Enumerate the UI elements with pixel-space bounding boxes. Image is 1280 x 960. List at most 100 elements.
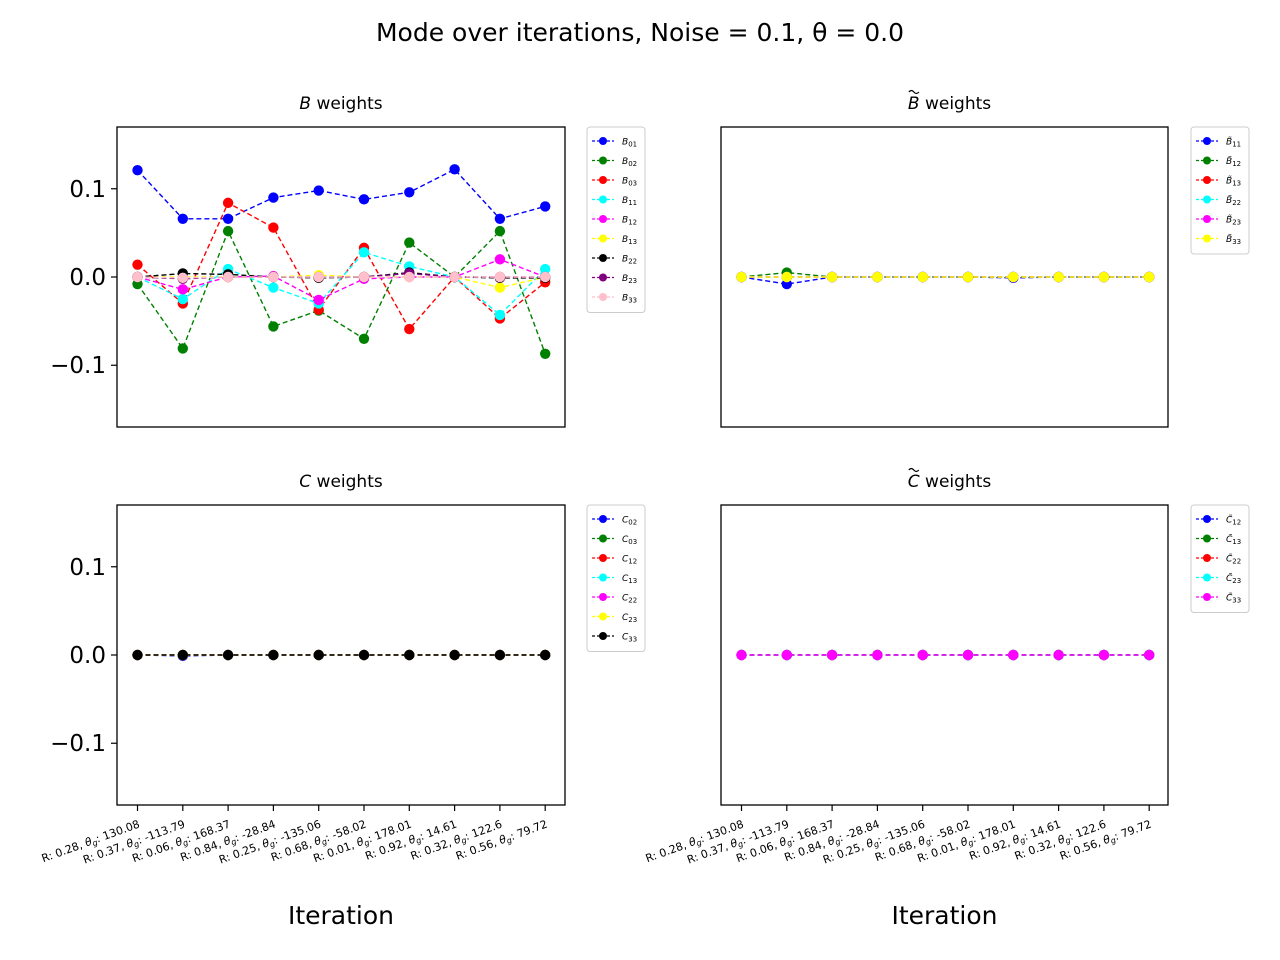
legend-marker xyxy=(599,254,607,262)
data-point xyxy=(1053,649,1064,661)
plot-area xyxy=(132,649,551,662)
legend-label: B22 xyxy=(622,255,637,266)
data-point xyxy=(268,321,279,332)
legend-marker xyxy=(599,215,607,223)
legend-marker xyxy=(599,137,607,145)
data-point xyxy=(132,259,143,270)
legend-label: B01 xyxy=(622,138,637,149)
legend-label: B̃12 xyxy=(1226,155,1241,168)
legend-label: B13 xyxy=(622,235,637,246)
legend-label: C22 xyxy=(622,594,637,605)
legend-label: B11 xyxy=(622,196,637,207)
legend-marker xyxy=(599,554,607,562)
title-tilde-mark xyxy=(908,89,920,95)
data-point xyxy=(313,271,324,283)
legend-marker xyxy=(599,632,607,640)
subplots-container: B weights 0.1 0.0 −0.1 B01 B02 B03 B11 B12 B13 B22… xyxy=(40,89,1250,930)
legend-label: C̃33 xyxy=(1226,592,1241,605)
data-point xyxy=(1053,271,1064,283)
y-tick-label: −0.1 xyxy=(50,353,106,379)
data-point xyxy=(404,237,415,248)
data-point xyxy=(826,649,838,661)
legend-marker xyxy=(1203,156,1211,165)
data-point xyxy=(132,649,143,661)
data-point xyxy=(132,271,143,283)
data-point xyxy=(1098,649,1110,661)
data-point xyxy=(781,271,792,283)
data-point xyxy=(358,649,370,661)
legend-box xyxy=(1190,504,1250,613)
subplot-bt: B weights B̃11 B̃12 B̃13 B̃22 B̃23 B̃33 xyxy=(720,89,1250,428)
legend-marker xyxy=(599,534,607,543)
data-point xyxy=(494,213,506,224)
data-point xyxy=(540,271,551,283)
legend-label: C̃13 xyxy=(1226,533,1241,546)
y-tick-label: 0.0 xyxy=(69,643,106,669)
data-point xyxy=(540,348,551,359)
data-point xyxy=(268,222,279,233)
data-point xyxy=(358,333,370,344)
legend-marker xyxy=(599,273,607,282)
data-point xyxy=(358,247,370,258)
data-point xyxy=(1008,271,1019,283)
legend-marker xyxy=(1203,215,1211,223)
legend-label: B23 xyxy=(622,274,637,285)
data-point xyxy=(222,197,234,209)
legend-label: C12 xyxy=(622,555,637,566)
subplot-b: B weights 0.1 0.0 −0.1 B01 B02 B03 B11 B12 B13 B22… xyxy=(50,94,646,428)
data-point xyxy=(132,165,143,176)
data-point xyxy=(449,271,460,283)
subplot-title: B weights xyxy=(299,94,382,114)
data-point xyxy=(313,294,324,306)
data-point xyxy=(268,192,279,203)
y-tick-label: 0.1 xyxy=(69,555,106,581)
x-axis-label: Iteration xyxy=(288,901,394,930)
subplot-title: C weights xyxy=(299,472,383,492)
legend-label: B03 xyxy=(622,177,637,188)
legend-label: C13 xyxy=(622,574,637,585)
series-line-33 xyxy=(137,276,546,279)
data-point xyxy=(494,254,506,265)
legend-marker xyxy=(1203,195,1211,204)
data-point xyxy=(177,272,188,284)
data-point xyxy=(917,271,928,283)
data-point xyxy=(404,271,415,283)
y-tick-label: −0.1 xyxy=(50,731,106,757)
axes-frame xyxy=(720,504,1169,806)
subplot-title: C weights xyxy=(908,472,992,492)
legend-marker xyxy=(599,593,607,601)
data-point xyxy=(404,323,415,335)
legend: C̃12 C̃13 C̃22 C̃23 C̃33 xyxy=(1190,504,1250,613)
data-point xyxy=(494,282,506,293)
legend-marker xyxy=(1203,554,1211,562)
data-point xyxy=(313,649,324,661)
data-point xyxy=(872,649,883,661)
data-point xyxy=(222,649,234,661)
legend-marker xyxy=(1203,534,1211,543)
data-point xyxy=(494,271,506,283)
legend-label: C̃22 xyxy=(1226,553,1241,566)
series-line-12 xyxy=(137,258,546,301)
data-point xyxy=(177,213,188,224)
legend-label: C33 xyxy=(622,633,637,644)
legend-marker xyxy=(1203,234,1211,243)
series-line-02 xyxy=(136,229,546,355)
data-point xyxy=(494,649,506,661)
data-point xyxy=(268,271,279,283)
legend-label: C̃23 xyxy=(1226,572,1241,585)
data-point xyxy=(540,649,551,661)
legend-marker xyxy=(599,234,607,243)
legend-marker xyxy=(1203,593,1211,601)
axes-frame xyxy=(720,126,1169,428)
data-point xyxy=(540,263,551,275)
legend-marker xyxy=(1203,573,1211,582)
data-point xyxy=(826,271,838,283)
data-point xyxy=(449,649,460,661)
data-point xyxy=(404,649,415,661)
legend-marker xyxy=(599,515,607,523)
plot-area xyxy=(736,649,1155,661)
legend: B01 B02 B03 B11 B12 B13 B22 B23 B33 xyxy=(586,126,646,313)
legend-marker xyxy=(599,176,607,184)
